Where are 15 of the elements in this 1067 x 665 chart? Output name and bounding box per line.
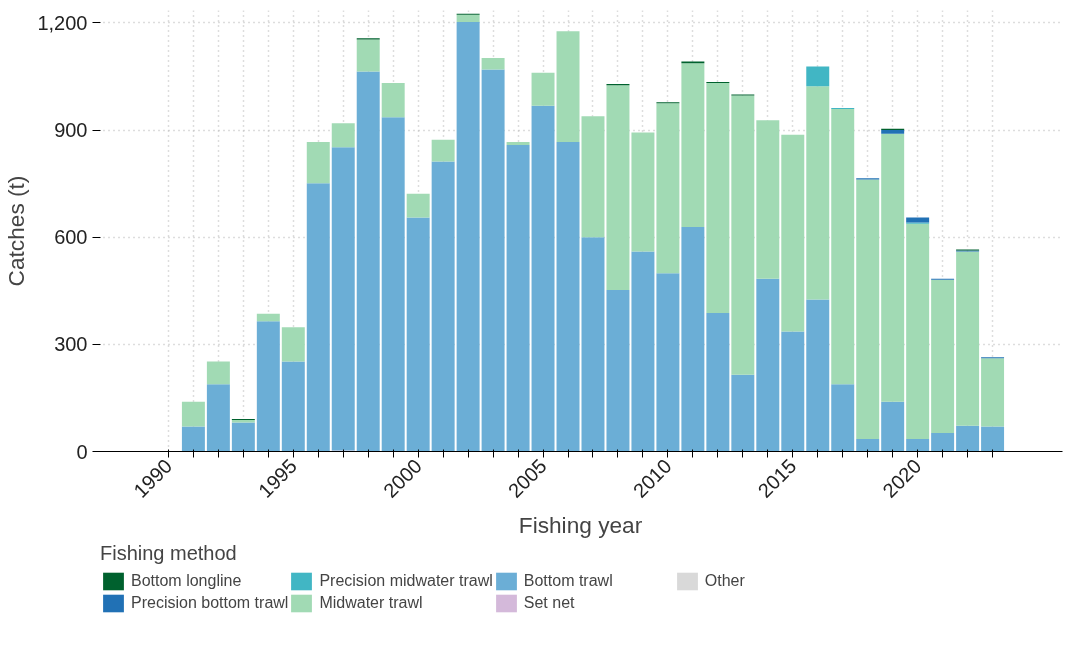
legend-label: Bottom trawl [523, 572, 614, 590]
legend-label: Other [704, 572, 746, 590]
legend-label: Bottom longline [131, 572, 243, 590]
legend-label: Set net [523, 594, 576, 612]
legend-label: Precision bottom trawl [131, 594, 289, 612]
y-tick-label: 900 [54, 119, 88, 142]
legend-label: Midwater trawl [319, 594, 424, 612]
y-tick-label: 1,200 [37, 12, 88, 34]
legend-title: Fishing method [100, 542, 238, 565]
y-tick-label: 0 [76, 440, 88, 463]
x-axis-title: Fishing year [518, 511, 643, 538]
y-tick-label: 600 [54, 226, 88, 249]
y-tick-label: 300 [54, 333, 88, 356]
legend-label: Precision midwater trawl [319, 572, 493, 590]
y-axis-title: Catches (t) [3, 175, 30, 287]
